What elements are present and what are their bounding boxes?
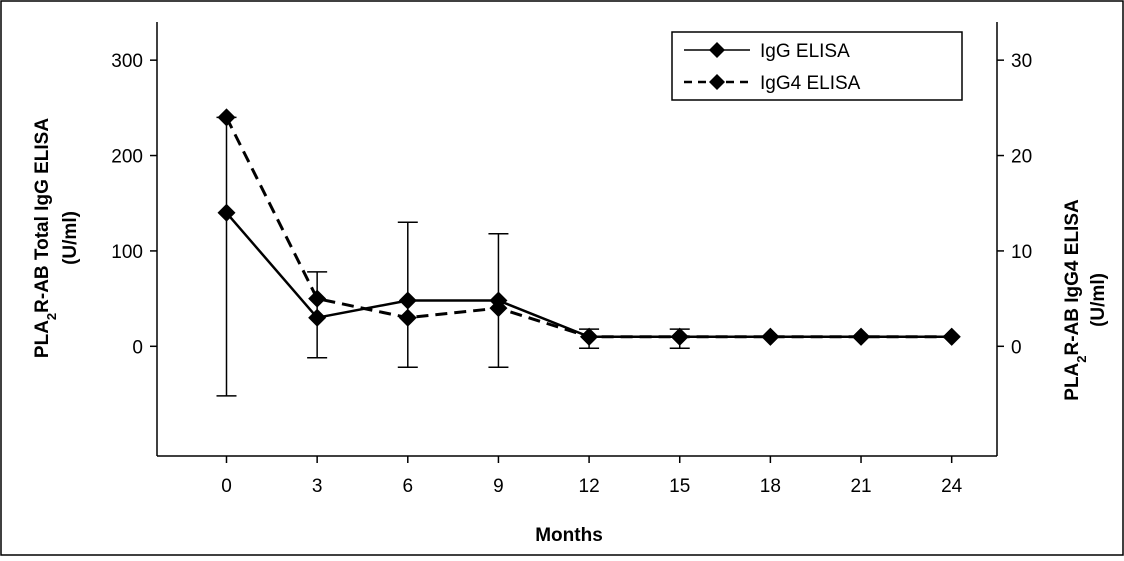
x-tick-label: 21 xyxy=(850,476,871,497)
y2-tick-label: 0 xyxy=(1011,337,1022,358)
marker xyxy=(761,327,780,346)
x-tick-label: 15 xyxy=(669,476,690,497)
legend-label: IgG ELISA xyxy=(760,41,850,62)
marker xyxy=(580,327,599,346)
marker xyxy=(308,308,327,327)
y-tick-label: 200 xyxy=(111,147,143,168)
y-title-sub: 2 xyxy=(44,313,59,320)
x-tick-label: 9 xyxy=(493,476,504,497)
y-axis-title: PLA2R-AB Total IgG ELISA xyxy=(32,118,59,358)
legend-marker xyxy=(709,42,725,58)
legend: IgG ELISA IgG4 ELISA xyxy=(671,31,963,101)
y-tick-label: 300 xyxy=(111,51,143,72)
y2-axis-title: PLA2R-AB IgG4 ELISA xyxy=(1062,199,1089,401)
marker xyxy=(217,108,236,127)
y2-tick-label: 30 xyxy=(1011,51,1032,72)
x-tick-label: 6 xyxy=(403,476,414,497)
legend-box xyxy=(671,31,963,101)
y-title-part: PLA xyxy=(32,320,53,358)
y2-tick-label: 20 xyxy=(1011,147,1032,168)
marker xyxy=(217,203,236,222)
marker xyxy=(942,327,961,346)
y-tick-label: 0 xyxy=(132,337,143,358)
y2-title-part: PLA xyxy=(1062,362,1083,400)
x-tick-label: 0 xyxy=(221,476,232,497)
y2-tick-label: 10 xyxy=(1011,242,1032,263)
y-axis-unit: (U/ml) xyxy=(60,211,81,265)
legend-marker xyxy=(709,74,725,90)
x-tick-label: 12 xyxy=(579,476,600,497)
y2-title-part: R-AB IgG4 ELISA xyxy=(1062,199,1083,356)
x-tick-label: 3 xyxy=(312,476,323,497)
y2-axis-unit: (U/ml) xyxy=(1088,273,1109,327)
marker xyxy=(670,327,689,346)
y2-title-sub: 2 xyxy=(1074,356,1089,363)
marker xyxy=(489,299,508,318)
y-title-part: R-AB Total IgG ELISA xyxy=(32,118,53,313)
x-tick-label: 18 xyxy=(760,476,781,497)
marker xyxy=(852,327,871,346)
x-axis-title: Months xyxy=(535,525,603,546)
x-tick-label: 24 xyxy=(941,476,963,497)
marker xyxy=(308,289,327,308)
y-tick-label: 100 xyxy=(111,242,143,263)
marker xyxy=(398,308,417,327)
marker xyxy=(398,291,417,310)
legend-label: IgG4 ELISA xyxy=(760,73,861,94)
